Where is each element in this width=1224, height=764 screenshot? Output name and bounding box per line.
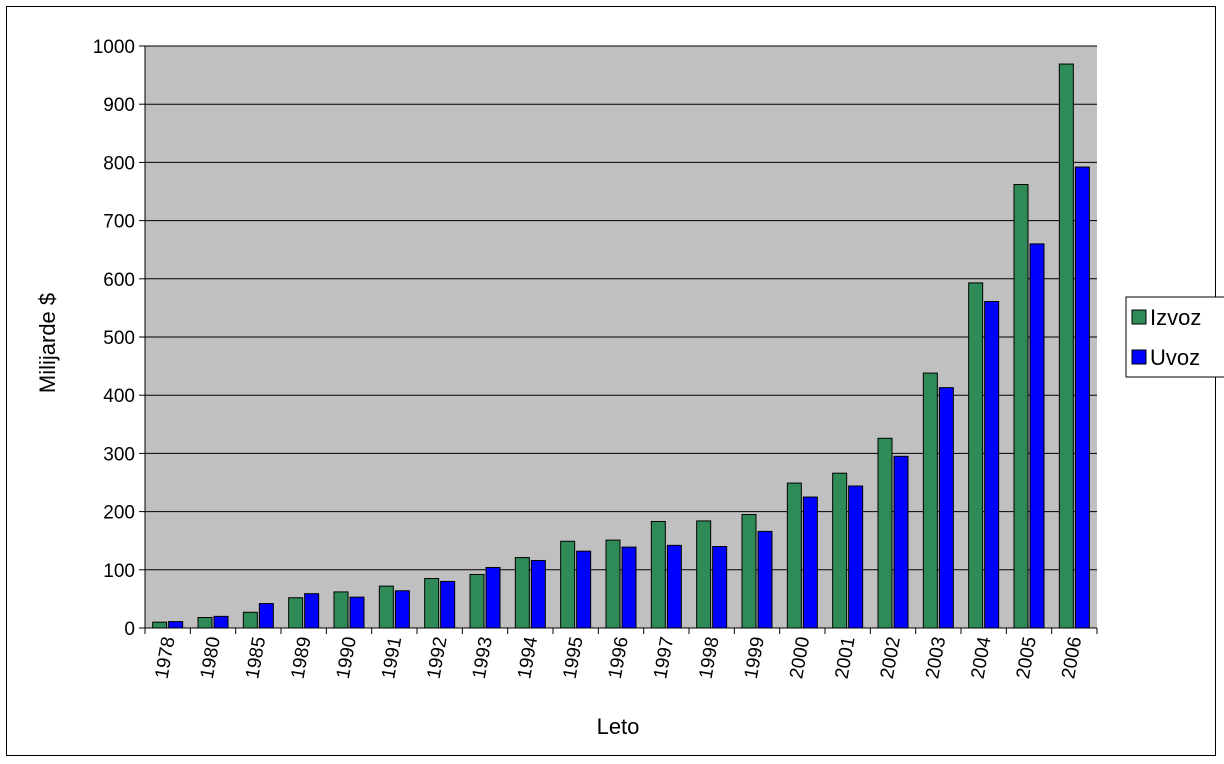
y-tick-label: 1000: [93, 37, 135, 58]
y-tick-label: 400: [103, 386, 135, 407]
bar-izvoz-1996: [605, 539, 621, 629]
x-tick-label: 1995: [560, 635, 588, 680]
bar-izvoz-1985: [242, 611, 258, 629]
x-tick-label: 1992: [424, 635, 452, 680]
x-tick-label: 1978: [152, 635, 180, 680]
y-tick-label: 0: [124, 619, 135, 640]
bar-uvoz-1995: [576, 550, 592, 629]
bar-uvoz-1998: [712, 546, 728, 629]
bar-izvoz-2001: [832, 472, 848, 629]
bar-izvoz-2004: [968, 282, 984, 629]
bar-uvoz-1994: [530, 559, 546, 629]
bar-uvoz-1985: [258, 603, 274, 629]
bar-uvoz-1996: [621, 546, 637, 629]
x-tick-label: 2001: [832, 635, 860, 680]
x-tick-label: 1985: [242, 635, 270, 680]
y-tick-label: 500: [103, 328, 135, 349]
bar-izvoz-1990: [333, 591, 349, 629]
y-tick-label: 900: [103, 95, 135, 116]
bar-izvoz-1999: [741, 514, 757, 629]
x-tick-label: 2002: [877, 635, 905, 680]
bar-uvoz-1978: [168, 621, 184, 629]
x-tick-label: 2006: [1058, 635, 1086, 680]
x-tick-label: 1998: [696, 635, 724, 680]
legend-label-uvoz: Uvoz: [1150, 345, 1200, 370]
bar-uvoz-2002: [893, 455, 909, 629]
bar-izvoz-1994: [514, 557, 530, 629]
bar-uvoz-2001: [848, 485, 864, 629]
bar-uvoz-2005: [1029, 243, 1045, 629]
x-tick-label: 1990: [333, 635, 361, 680]
bar-uvoz-1980: [213, 615, 229, 629]
y-tick-label: 700: [103, 212, 135, 233]
y-axis-title: Milijarde $: [35, 293, 60, 393]
x-tick-label: 1997: [650, 635, 678, 680]
bar-izvoz-2000: [786, 482, 802, 629]
x-tick-label: 1993: [469, 635, 497, 680]
y-tick-label: 100: [103, 561, 135, 582]
bar-izvoz-1989: [288, 597, 304, 629]
x-tick-label: 1980: [197, 635, 225, 680]
bar-izvoz-1993: [469, 573, 485, 629]
x-tick-label: 2005: [1013, 635, 1041, 680]
bar-izvoz-1980: [197, 617, 213, 629]
bar-izvoz-2005: [1013, 184, 1029, 629]
x-tick-label: 2000: [786, 635, 814, 680]
bar-izvoz-2002: [877, 437, 893, 629]
bar-uvoz-1993: [485, 566, 501, 629]
y-tick-label: 600: [103, 270, 135, 291]
y-tick-label: 800: [103, 153, 135, 174]
legend-swatch-izvoz: [1131, 309, 1147, 325]
x-tick-label: 1996: [605, 635, 633, 680]
bar-uvoz-1992: [440, 580, 456, 629]
bar-izvoz-1992: [424, 578, 440, 629]
x-tick-label: 1989: [288, 635, 316, 680]
x-tick-label: 2004: [968, 635, 996, 681]
legend-swatch-uvoz: [1131, 349, 1147, 365]
bar-izvoz-2003: [922, 372, 938, 629]
bar-izvoz-1995: [560, 540, 576, 629]
bar-izvoz-1991: [378, 585, 394, 629]
bar-uvoz-1997: [666, 544, 682, 629]
legend: Izvoz Uvoz: [1125, 296, 1224, 378]
x-tick-label: 2003: [922, 635, 950, 680]
bar-izvoz-2006: [1058, 63, 1074, 629]
bar-izvoz-1997: [650, 520, 666, 629]
bar-uvoz-1991: [394, 590, 410, 629]
x-tick-label: 1991: [378, 635, 406, 680]
bar-izvoz-1998: [696, 520, 712, 629]
x-tick-label: 1999: [741, 635, 769, 680]
y-tick-label: 300: [103, 444, 135, 465]
bar-uvoz-2006: [1074, 166, 1090, 629]
bar-uvoz-1989: [304, 593, 320, 629]
bar-uvoz-1999: [757, 530, 773, 629]
bar-izvoz-1978: [152, 621, 168, 629]
legend-label-izvoz: Izvoz: [1150, 305, 1201, 330]
bar-uvoz-2003: [938, 387, 954, 629]
x-axis-title: Leto: [597, 714, 640, 739]
bar-uvoz-2000: [802, 496, 818, 629]
bar-uvoz-1990: [349, 596, 365, 629]
bar-uvoz-2004: [984, 300, 1000, 629]
x-tick-label: 1994: [514, 635, 542, 681]
y-tick-label: 200: [103, 503, 135, 524]
